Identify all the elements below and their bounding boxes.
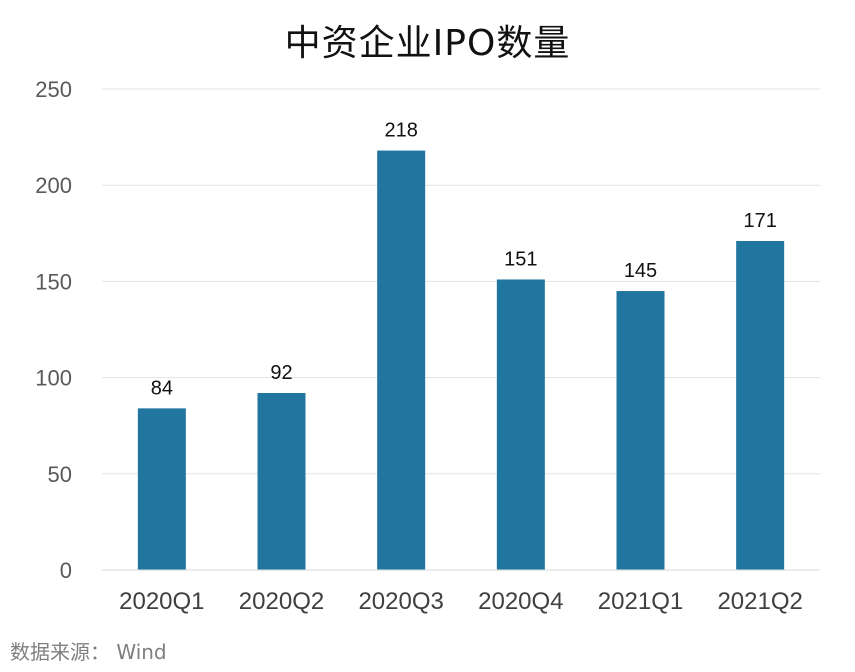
data-label-2021Q1: 145	[624, 260, 657, 282]
bar-2021Q2	[736, 240, 785, 570]
bar-2020Q1	[137, 408, 186, 570]
bar-2020Q3	[377, 150, 426, 570]
bar-2020Q2	[257, 392, 306, 570]
bar-2021Q1	[616, 291, 665, 570]
data-label-2020Q2: 92	[270, 362, 292, 384]
y-tick-label: 100	[35, 366, 72, 391]
y-axis-ticks: 0 50 100 150 200 250	[35, 77, 72, 583]
bars	[137, 150, 785, 570]
x-tick-label-2020Q2: 2020Q2	[239, 588, 324, 615]
x-tick-label-2021Q1: 2021Q1	[598, 588, 683, 615]
y-tick-label: 200	[35, 173, 72, 198]
x-axis-ticks: 2020Q1 2020Q2 2020Q3 2020Q4 2021Q1 2021Q2	[119, 588, 803, 615]
data-label-2021Q2: 171	[743, 210, 776, 232]
x-tick-label-2020Q1: 2020Q1	[119, 588, 204, 615]
x-tick-label-2020Q4: 2020Q4	[478, 588, 563, 615]
data-label-2020Q1: 84	[151, 377, 173, 399]
y-tick-label: 0	[60, 558, 72, 583]
gridlines	[102, 88, 820, 475]
bar-2020Q4	[496, 279, 545, 570]
data-label-2020Q4: 151	[504, 248, 537, 270]
y-tick-label: 150	[35, 269, 72, 294]
x-tick-label-2020Q3: 2020Q3	[358, 588, 443, 615]
x-tick-label-2021Q2: 2021Q2	[717, 588, 802, 615]
y-tick-label: 50	[48, 462, 72, 487]
y-tick-label: 250	[35, 77, 72, 102]
chart-title: 中资企业IPO数量	[284, 23, 571, 64]
data-labels: 84 92 218 151 145 171	[151, 120, 777, 400]
data-label-2020Q3: 218	[384, 120, 417, 142]
source-note: 数据来源： Wind	[10, 640, 167, 664]
